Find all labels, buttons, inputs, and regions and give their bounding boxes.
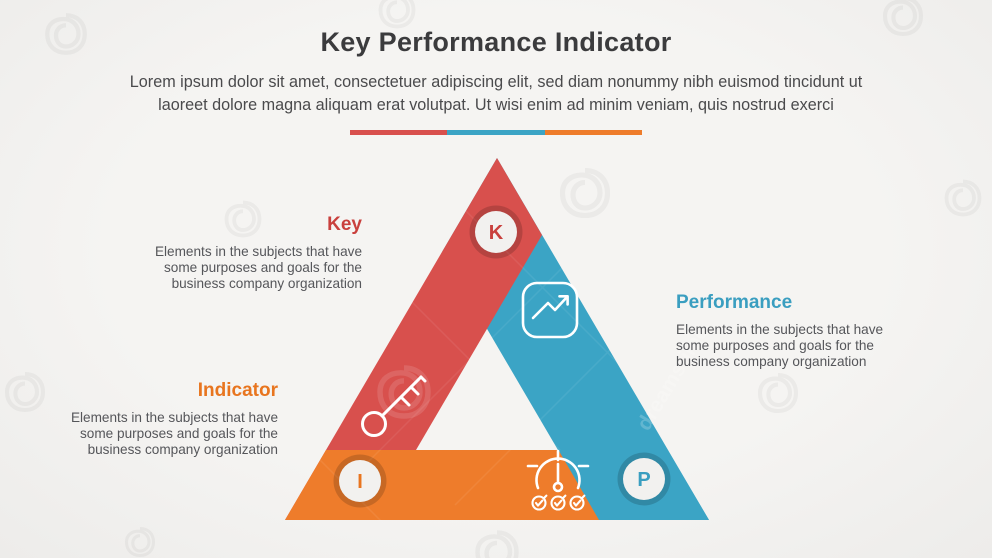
section-performance-title: Performance — [676, 292, 793, 313]
divider-segment-orange — [544, 130, 642, 135]
desc-line: Elements in the subjects that have — [70, 410, 278, 425]
desc-line: business company organization — [87, 442, 278, 458]
section-performance: Performance Elements in the subjects tha… — [676, 292, 928, 371]
key-band — [285, 158, 542, 520]
desc-line: Elements in the subjects that have — [154, 244, 362, 259]
check-circles-icon — [531, 494, 586, 511]
desc-line: some purposes and goals for the — [80, 426, 278, 442]
badge-p-face — [623, 458, 665, 500]
page-title: Key Performance Indicator — [320, 27, 672, 57]
badge-i: I — [333, 454, 387, 508]
subtitle-line-1: Lorem ipsum dolor sit amet, consectetuer… — [129, 73, 863, 91]
trend-up-icon — [521, 281, 579, 339]
badge-k: K — [469, 205, 523, 259]
badge-p: P — [617, 452, 671, 506]
desc-line: business company organization — [171, 276, 362, 292]
divider-segment-blue — [447, 130, 545, 135]
crosshatch-watermark — [289, 174, 701, 551]
desc-line: some purposes and goals for the — [676, 338, 874, 354]
gauge-icon — [526, 449, 590, 493]
desc-line: Elements in the subjects that have — [676, 322, 884, 337]
badge-i-face — [339, 460, 381, 502]
section-key-description: Elements in the subjects that have some … — [120, 244, 362, 293]
divider-segment-red — [350, 130, 448, 135]
section-indicator-description: Elements in the subjects that have some … — [36, 410, 278, 459]
section-key: Key Elements in the subjects that have s… — [120, 214, 362, 293]
badge-k-face — [475, 211, 517, 253]
badge-p-letter: P — [637, 469, 650, 491]
desc-line: some purposes and goals for the — [164, 260, 362, 276]
subtitle-line-2: laoreet dolore magna aliquam erat volutp… — [158, 96, 834, 114]
badge-k-letter: K — [489, 222, 504, 244]
section-key-title: Key — [327, 214, 362, 235]
key-icon — [361, 375, 427, 437]
section-indicator-title: Indicator — [197, 380, 278, 401]
page-subtitle: Lorem ipsum dolor sit amet, consectetuer… — [61, 71, 931, 117]
desc-line: business company organization — [676, 354, 867, 370]
section-performance-description: Elements in the subjects that have some … — [676, 322, 928, 371]
tricolor-divider — [350, 130, 642, 135]
swirl-watermark-on-band — [377, 365, 431, 419]
badge-i-letter: I — [357, 471, 363, 493]
section-indicator: Indicator Elements in the subjects that … — [36, 380, 278, 459]
